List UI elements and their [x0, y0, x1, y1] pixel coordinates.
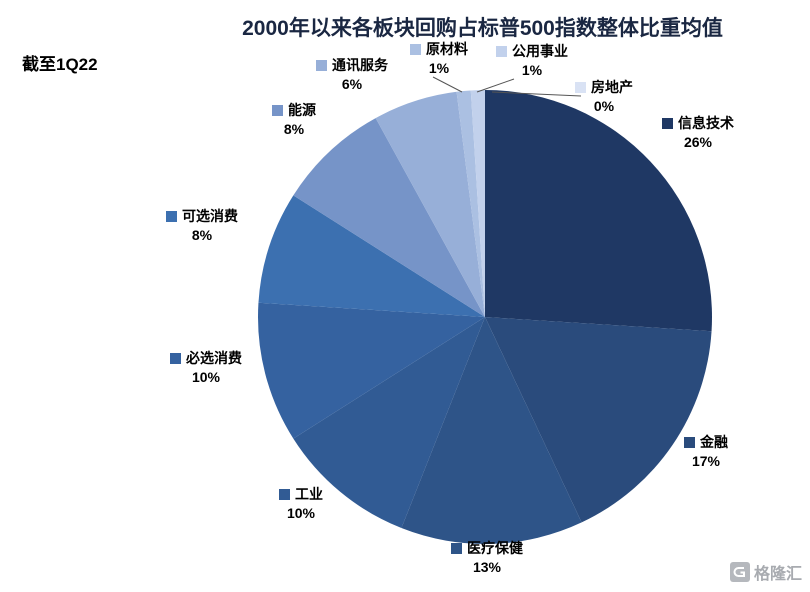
legend-swatch-icon — [272, 104, 283, 116]
legend-swatch-icon — [316, 59, 327, 71]
slice-percent: 6% — [341, 75, 363, 92]
pie-slice-6 — [293, 118, 485, 317]
slice-percent: 0% — [593, 97, 615, 114]
legend-swatch-icon — [684, 436, 695, 448]
slice-name: 信息技术 — [678, 115, 734, 131]
slice-percent: 8% — [283, 120, 305, 137]
slice-name: 医疗保健 — [467, 540, 523, 556]
slice-label-row: 必选消费 — [170, 349, 242, 368]
slice-name: 公用事业 — [512, 43, 568, 59]
gelonghui-logo-icon — [729, 562, 750, 582]
pie-slice-9 — [470, 90, 485, 317]
slice-label-row: 信息技术 — [662, 114, 734, 133]
slice-label-row: 房地产 — [575, 78, 633, 97]
slice-label-5: 可选消费 8% — [166, 207, 238, 245]
pie-slice-4 — [258, 302, 485, 439]
watermark: 格隆汇 — [729, 560, 802, 584]
pie-slice-2 — [401, 317, 582, 545]
legend-swatch-icon — [410, 43, 421, 55]
slice-percent: 17% — [691, 452, 721, 469]
legend-swatch-icon — [496, 45, 507, 57]
slice-label-4: 必选消费 10% — [170, 349, 242, 387]
slice-label-row: 可选消费 — [166, 207, 238, 226]
slice-percent: 1% — [428, 59, 450, 76]
chart-title: 2000年以来各板块回购占标普500指数整体比重均值 — [242, 17, 723, 40]
slice-label-row: 能源 — [272, 101, 316, 120]
slice-name: 工业 — [295, 486, 323, 502]
pie-slice-5 — [258, 195, 485, 317]
watermark-text: 格隆汇 — [753, 566, 802, 583]
slice-label-row: 原材料 — [410, 40, 468, 59]
legend-swatch-icon — [451, 542, 462, 554]
slice-label-row: 公用事业 — [496, 42, 568, 61]
slice-label-row: 医疗保健 — [451, 539, 523, 558]
legend-swatch-icon — [166, 210, 177, 222]
slice-label-3: 工业 10% — [279, 485, 323, 523]
slice-label-2: 医疗保健 13% — [451, 539, 523, 577]
pie-slice-7 — [375, 91, 485, 317]
leader-line-2 — [491, 91, 582, 97]
slice-percent: 26% — [683, 133, 713, 150]
slice-label-row: 通讯服务 — [316, 56, 388, 75]
slice-name: 房地产 — [591, 79, 633, 95]
legend-swatch-icon — [575, 81, 586, 93]
as-of-label: 截至1Q22 — [22, 55, 98, 74]
slice-percent: 1% — [521, 61, 543, 78]
slice-label-7: 通讯服务 6% — [316, 56, 388, 94]
pie-slice-8 — [456, 90, 485, 317]
leader-line-1 — [476, 78, 515, 93]
slice-name: 必选消费 — [186, 350, 242, 366]
slice-percent: 8% — [191, 226, 213, 243]
slice-label-10: 房地产 0% — [575, 78, 633, 116]
legend-swatch-icon — [662, 117, 673, 129]
slice-name: 可选消费 — [182, 208, 238, 224]
slice-name: 能源 — [288, 102, 316, 118]
legend-swatch-icon — [170, 352, 181, 364]
slice-label-8: 原材料 1% — [410, 40, 468, 78]
pie-slice-3 — [293, 317, 485, 529]
slice-percent: 13% — [472, 558, 502, 575]
slice-percent: 10% — [286, 504, 316, 521]
slice-label-0: 信息技术 26% — [662, 114, 734, 152]
slice-name: 金融 — [700, 434, 728, 450]
slice-percent: 10% — [191, 368, 221, 385]
slice-label-6: 能源 8% — [272, 101, 316, 139]
slice-name: 原材料 — [426, 41, 468, 57]
leader-line-0 — [432, 76, 463, 93]
slice-name: 通讯服务 — [332, 57, 388, 73]
slice-label-1: 金融 17% — [684, 433, 728, 471]
pie-slice-0 — [485, 90, 712, 332]
slice-label-9: 公用事业 1% — [496, 42, 568, 80]
pie-slice-1 — [485, 317, 712, 523]
legend-swatch-icon — [279, 488, 290, 500]
slice-label-row: 金融 — [684, 433, 728, 452]
slice-label-row: 工业 — [279, 485, 323, 504]
